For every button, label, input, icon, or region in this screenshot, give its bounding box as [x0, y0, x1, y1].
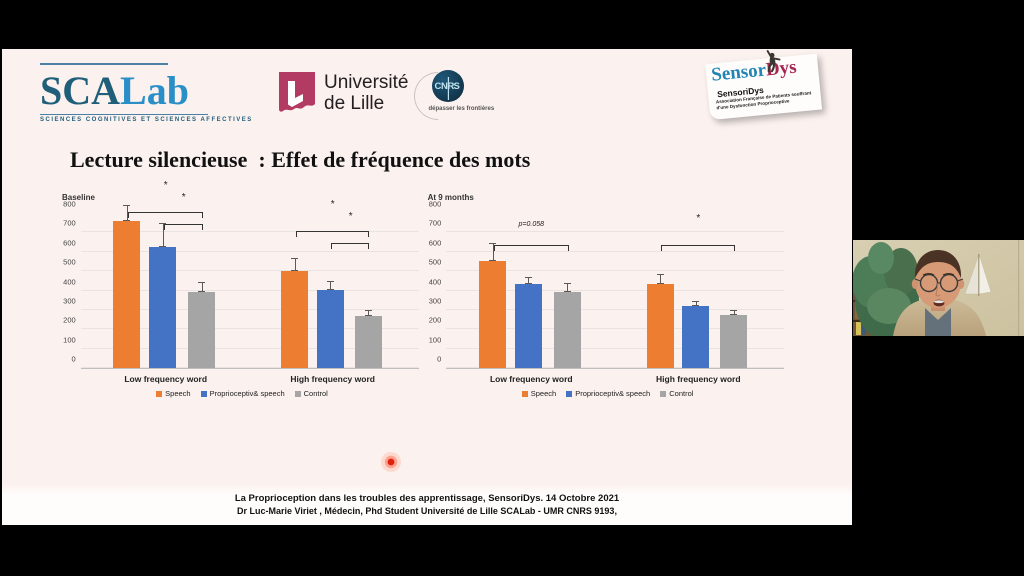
svg-text:S: S	[454, 81, 460, 92]
